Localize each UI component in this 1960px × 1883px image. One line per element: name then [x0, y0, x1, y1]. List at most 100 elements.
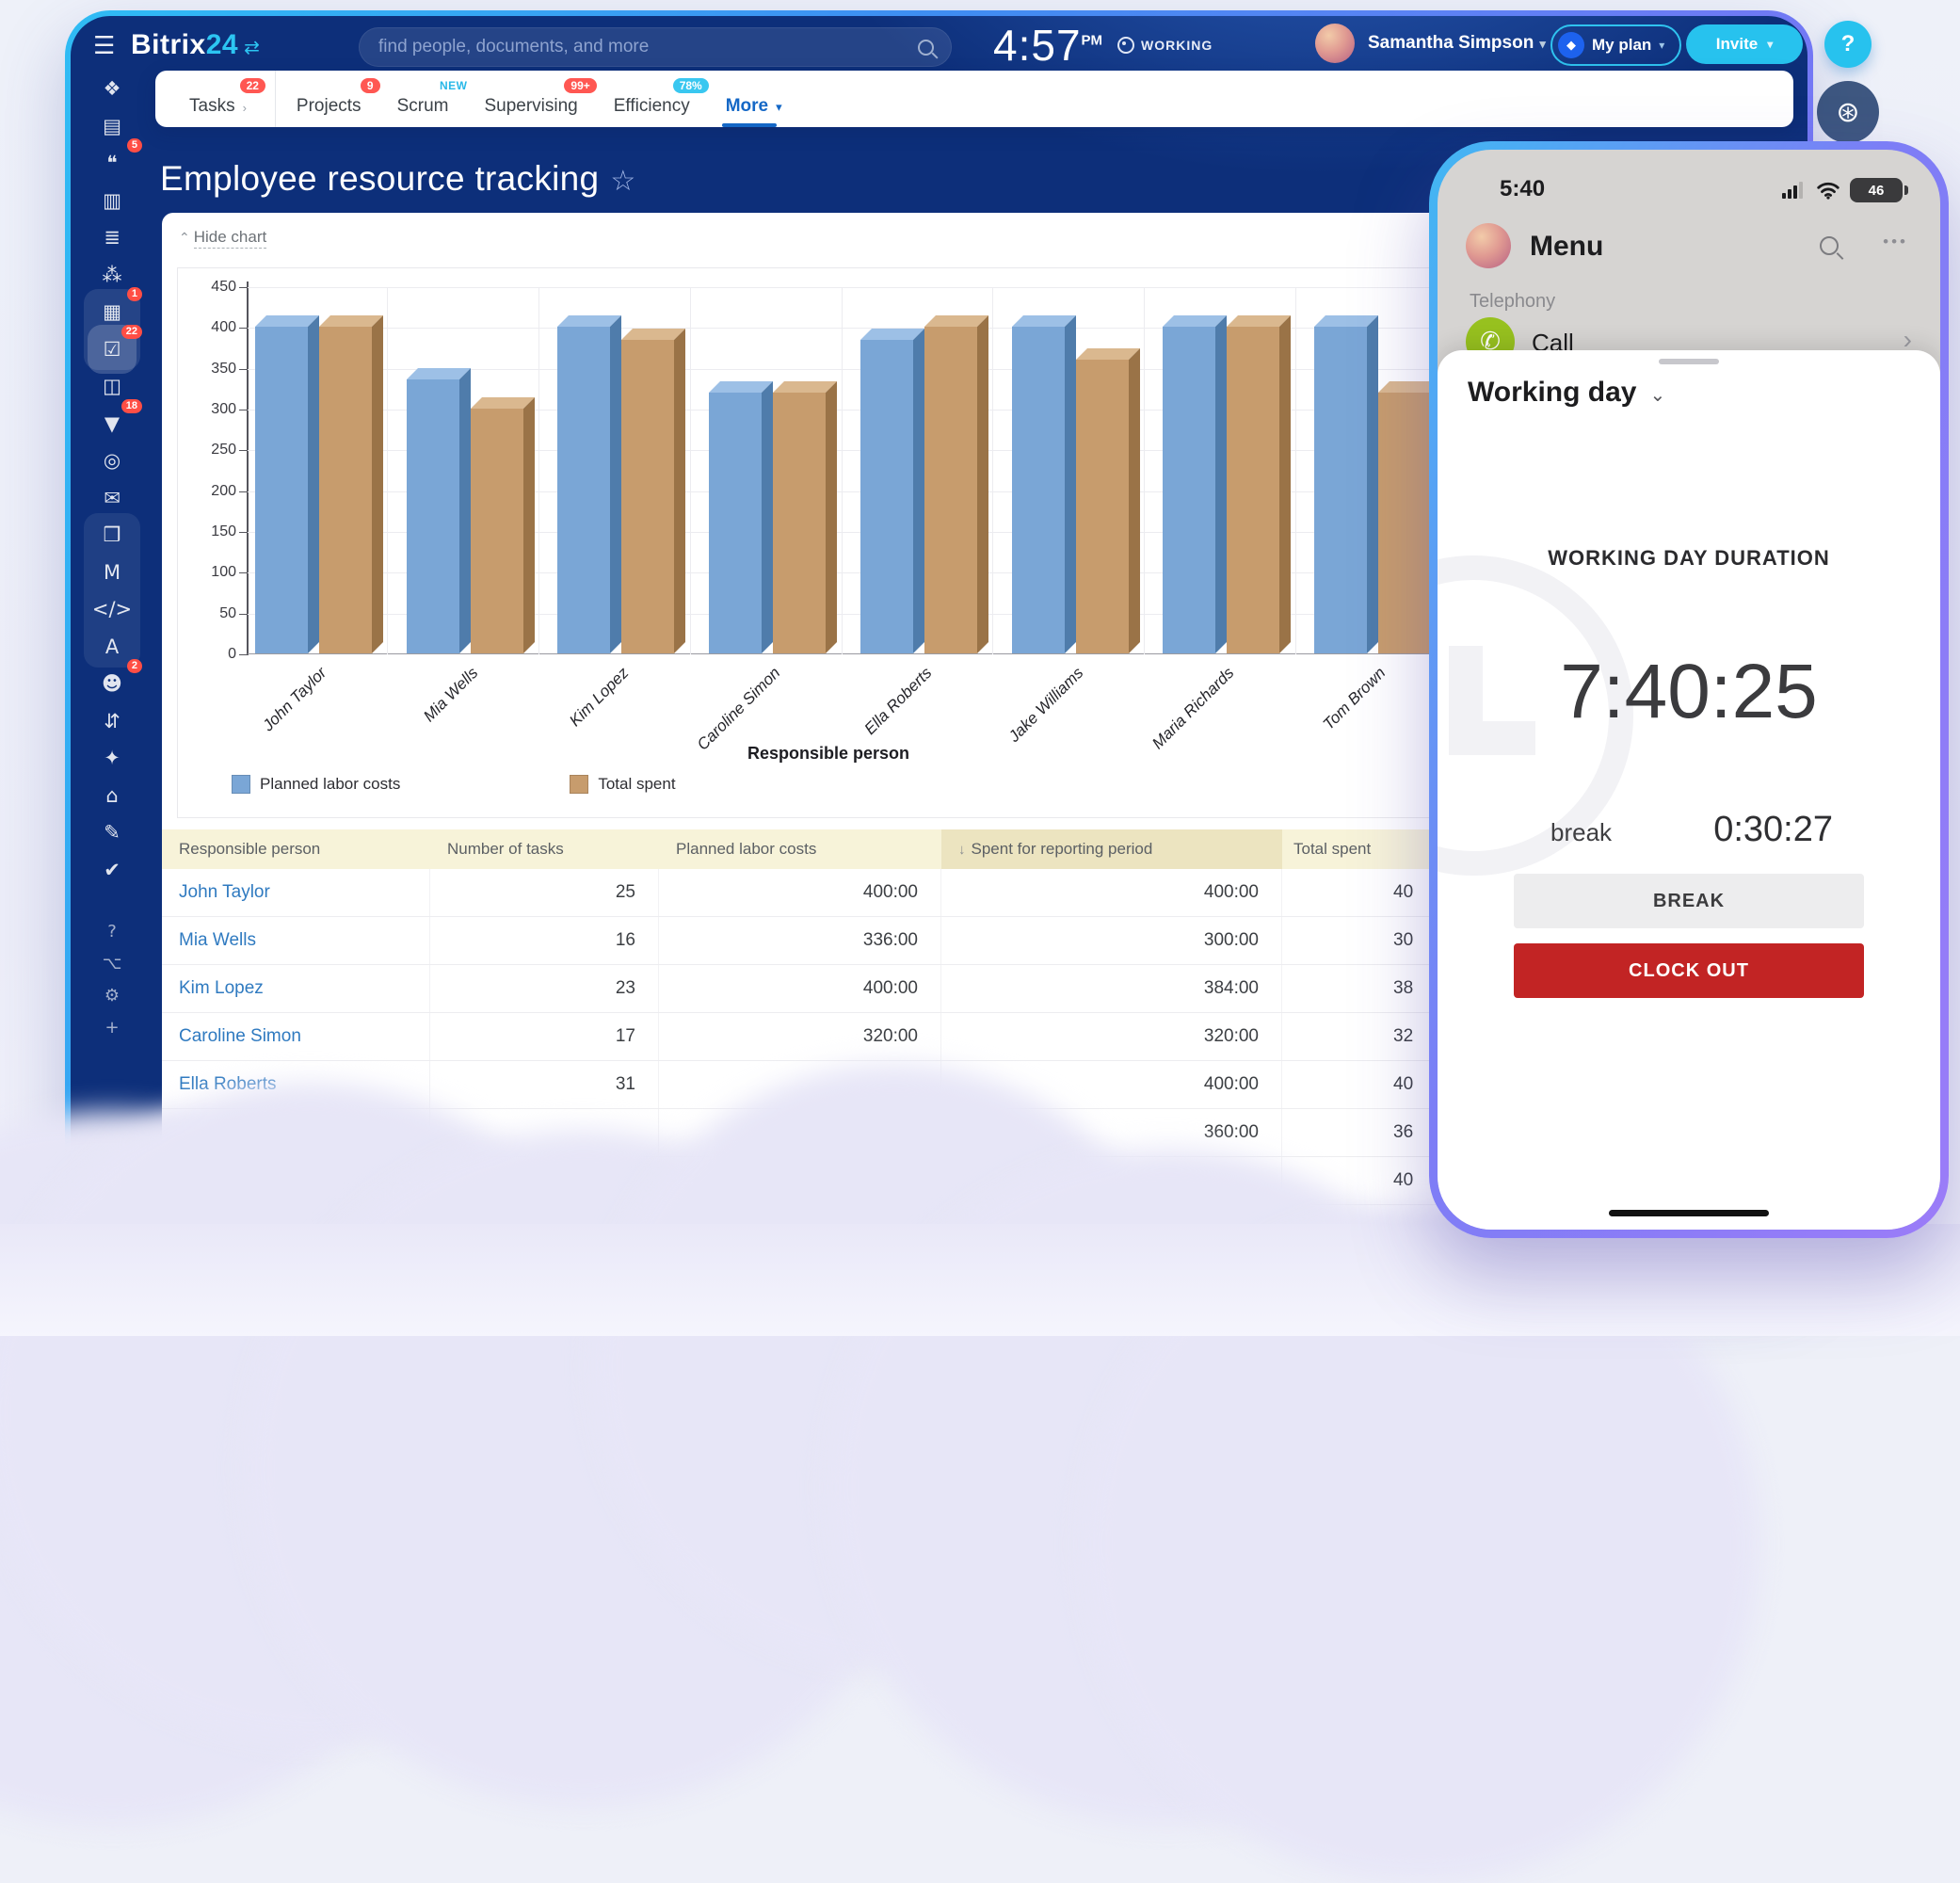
telephony-section-label: Telephony	[1470, 291, 1556, 312]
column-header[interactable]: Number of tasks	[447, 840, 564, 858]
sidebar-item-contacts[interactable]: ◫	[89, 370, 135, 402]
collaboration-icon: ❖	[103, 77, 121, 100]
person-link[interactable]: John Taylor	[162, 869, 430, 916]
gridline	[248, 491, 1773, 492]
notification-badge: 18	[120, 398, 142, 413]
sidebar-item-automation[interactable]: A	[89, 631, 135, 663]
chevron-down-icon: ▾	[1539, 37, 1546, 51]
chevron-right-icon: ›	[1903, 325, 1912, 354]
table-cell: 17	[430, 1013, 659, 1060]
page-title: Employee resource tracking ☆	[160, 159, 636, 198]
sidebar-item-developer[interactable]: </>	[89, 593, 135, 625]
sidebar-item-tasks[interactable]: ☑ 22	[88, 324, 142, 374]
hide-chart-link[interactable]: ⌃ Hide chart	[179, 228, 267, 249]
sidebar-footer-add[interactable]: +	[89, 1011, 135, 1043]
copilot-button[interactable]: ⊛	[1817, 81, 1879, 143]
global-search[interactable]	[359, 27, 952, 67]
user-avatar[interactable]	[1315, 24, 1355, 63]
person-link[interactable]: Caroline Simon	[162, 1013, 430, 1060]
help-button[interactable]: ?	[1824, 21, 1872, 68]
sidebar-item-feed[interactable]: ▤	[89, 110, 135, 142]
clock-out-button[interactable]: CLOCK OUT	[1514, 943, 1864, 998]
sidebar-item-crm[interactable]: ▼ 18	[89, 398, 142, 440]
working-status[interactable]: WORKING	[1117, 37, 1213, 54]
target-icon: ◎	[103, 449, 121, 472]
sidebar-item-calendar[interactable]: ▦ 1	[89, 287, 142, 328]
bar-planned	[255, 315, 319, 653]
top-bar: ☰ Bitrix24⇄ 4:57PM WORKING Samantha Simp…	[71, 16, 1807, 71]
sidebar-item-target[interactable]: ◎	[89, 444, 135, 476]
sidebar-item-sales[interactable]: ✦	[89, 742, 135, 774]
calendar-icon: ▦	[103, 300, 121, 323]
sidebar-item-company[interactable]: ⌂	[89, 780, 135, 812]
sidebar-item-check[interactable]: ✔	[89, 854, 135, 886]
phone-search-button[interactable]	[1820, 236, 1839, 260]
table-cell: 400:00	[941, 1061, 1282, 1108]
tab-label: More	[725, 96, 769, 116]
notification-badge: 1	[126, 287, 142, 301]
phone-avatar[interactable]	[1466, 223, 1511, 268]
phone-more-button[interactable]: •••	[1883, 233, 1908, 250]
user-menu[interactable]: Samantha Simpson ▾	[1368, 33, 1546, 54]
sidebar-item-drive[interactable]: ▥	[89, 185, 135, 217]
sidebar-item-documents[interactable]: ≣	[89, 221, 135, 253]
table-cell: 320:00	[659, 1013, 941, 1060]
table-cell: 31	[430, 1061, 659, 1108]
table-cell: 40	[1393, 1170, 1414, 1190]
tab-scrum[interactable]: Scrum NEW	[390, 71, 477, 127]
sidebar-footer-help[interactable]: ?	[89, 915, 135, 947]
bitrix24-logo[interactable]: Bitrix24 ⇄	[131, 29, 260, 61]
column-header[interactable]: Planned labor costs	[676, 840, 817, 858]
tab-more[interactable]: More ▾	[718, 71, 811, 127]
sheet-drag-handle[interactable]	[1659, 359, 1719, 364]
person-link[interactable]: Mia Wells	[162, 917, 430, 964]
work-clock: 4:57PM	[993, 21, 1103, 70]
column-header-sorted[interactable]: ↓ Spent for reporting period	[941, 829, 1282, 869]
tab-label: Efficiency	[613, 96, 690, 116]
break-button[interactable]: BREAK	[1514, 874, 1864, 928]
sidebar-footer-settings[interactable]: ⚙	[89, 979, 135, 1011]
tab-supervising[interactable]: Supervising 99+	[476, 71, 605, 127]
sidebar-footer-structure[interactable]: ⌥	[89, 947, 135, 979]
column-header[interactable]: Total spent	[1293, 840, 1372, 858]
person-link[interactable]: Kim Lopez	[162, 965, 430, 1012]
home-indicator[interactable]	[1609, 1210, 1769, 1216]
invite-button[interactable]: Invite ▾	[1686, 24, 1803, 64]
sidebar-item-copilot-bot[interactable]: ☻ 2	[89, 659, 142, 700]
sidebar-item-settings-sliders[interactable]: ⇵	[89, 705, 135, 737]
my-plan-button[interactable]: ◆ My plan ▾	[1550, 24, 1682, 66]
bar-spent	[924, 315, 988, 653]
sidebar-item-mail[interactable]: ✉	[89, 482, 135, 514]
gridline	[538, 287, 540, 654]
y-tick	[239, 368, 247, 370]
tab-projects[interactable]: Projects 9	[289, 71, 390, 127]
x-tick-label: Maria Richards	[1149, 664, 1238, 753]
x-tick-label: Ella Roberts	[860, 664, 936, 738]
duration-heading: WORKING DAY DURATION	[1548, 546, 1830, 570]
column-header[interactable]: Responsible person	[179, 840, 321, 858]
favorite-star-icon[interactable]: ☆	[610, 166, 636, 197]
bar-chart: 0 50 100 150 200 250 300 350 400 450 John Taylor Mi…	[177, 267, 1775, 818]
sidebar-item-messenger[interactable]: ❝ 5	[89, 138, 142, 179]
sidebar-item-groups[interactable]: ⁂	[89, 259, 135, 291]
chevron-down-icon: ▾	[1659, 39, 1665, 52]
tab-efficiency[interactable]: Efficiency 78%	[606, 71, 718, 127]
sheet-title[interactable]: Working day ⌄	[1468, 377, 1666, 408]
sidebar-item-market[interactable]: M	[89, 556, 135, 588]
chart-legend: Planned labor costs Total spent	[232, 775, 676, 794]
sidebar-item-sign[interactable]: ✎	[89, 816, 135, 848]
module-tabs-bar: Tasks › 22 Projects 9 Scrum NEW Supervising 99+ E…	[155, 71, 1793, 127]
table-cell: 32	[1393, 1026, 1414, 1046]
sidebar-item-sites[interactable]: ❒	[89, 519, 135, 551]
y-tick	[239, 491, 247, 492]
page-background: ☰ Bitrix24⇄ 4:57PM WORKING Samantha Simp…	[0, 0, 1960, 1336]
search-input[interactable]	[360, 37, 918, 57]
bar-planned	[1011, 315, 1076, 653]
sidebar-item-collaboration[interactable]: ❖	[89, 72, 135, 105]
hamburger-menu-icon[interactable]: ☰	[93, 31, 116, 59]
tab-tasks[interactable]: Tasks › 22	[182, 71, 276, 127]
legend-swatch	[232, 775, 250, 794]
tab-badge: 78%	[672, 78, 709, 93]
bar-spent	[773, 380, 838, 653]
invite-label: Invite	[1715, 35, 1759, 53]
